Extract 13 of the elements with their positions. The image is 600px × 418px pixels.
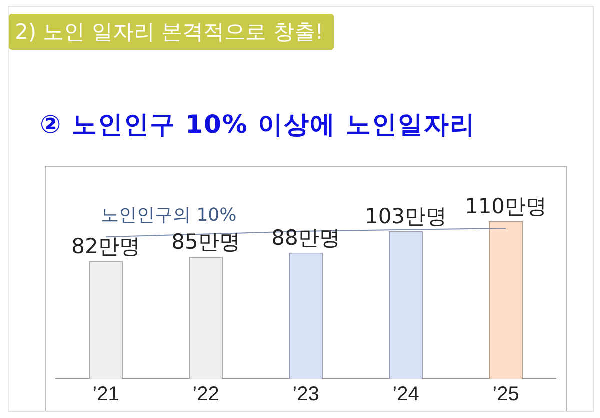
x-tick-label: ’23 bbox=[292, 384, 320, 406]
x-tick-label: ’25 bbox=[492, 384, 520, 406]
x-tick-label: ’24 bbox=[392, 384, 420, 406]
series-label: 노인인구의 10% bbox=[101, 204, 237, 226]
data-label: 88만명 bbox=[272, 226, 340, 250]
x-tick-label: ’22 bbox=[192, 384, 220, 406]
x-tick-label: ’21 bbox=[92, 384, 120, 406]
data-label: 103만명 bbox=[364, 204, 448, 228]
data-label: 110만명 bbox=[464, 194, 548, 218]
data-label: 85만명 bbox=[172, 230, 240, 254]
chart-subtitle: ② 노인인구 10% 이상에 노인일자리 bbox=[40, 109, 476, 141]
data-label: 82만명 bbox=[72, 234, 140, 258]
chart-title: 2) 노인 일자리 본격적으로 창출! bbox=[9, 14, 334, 50]
